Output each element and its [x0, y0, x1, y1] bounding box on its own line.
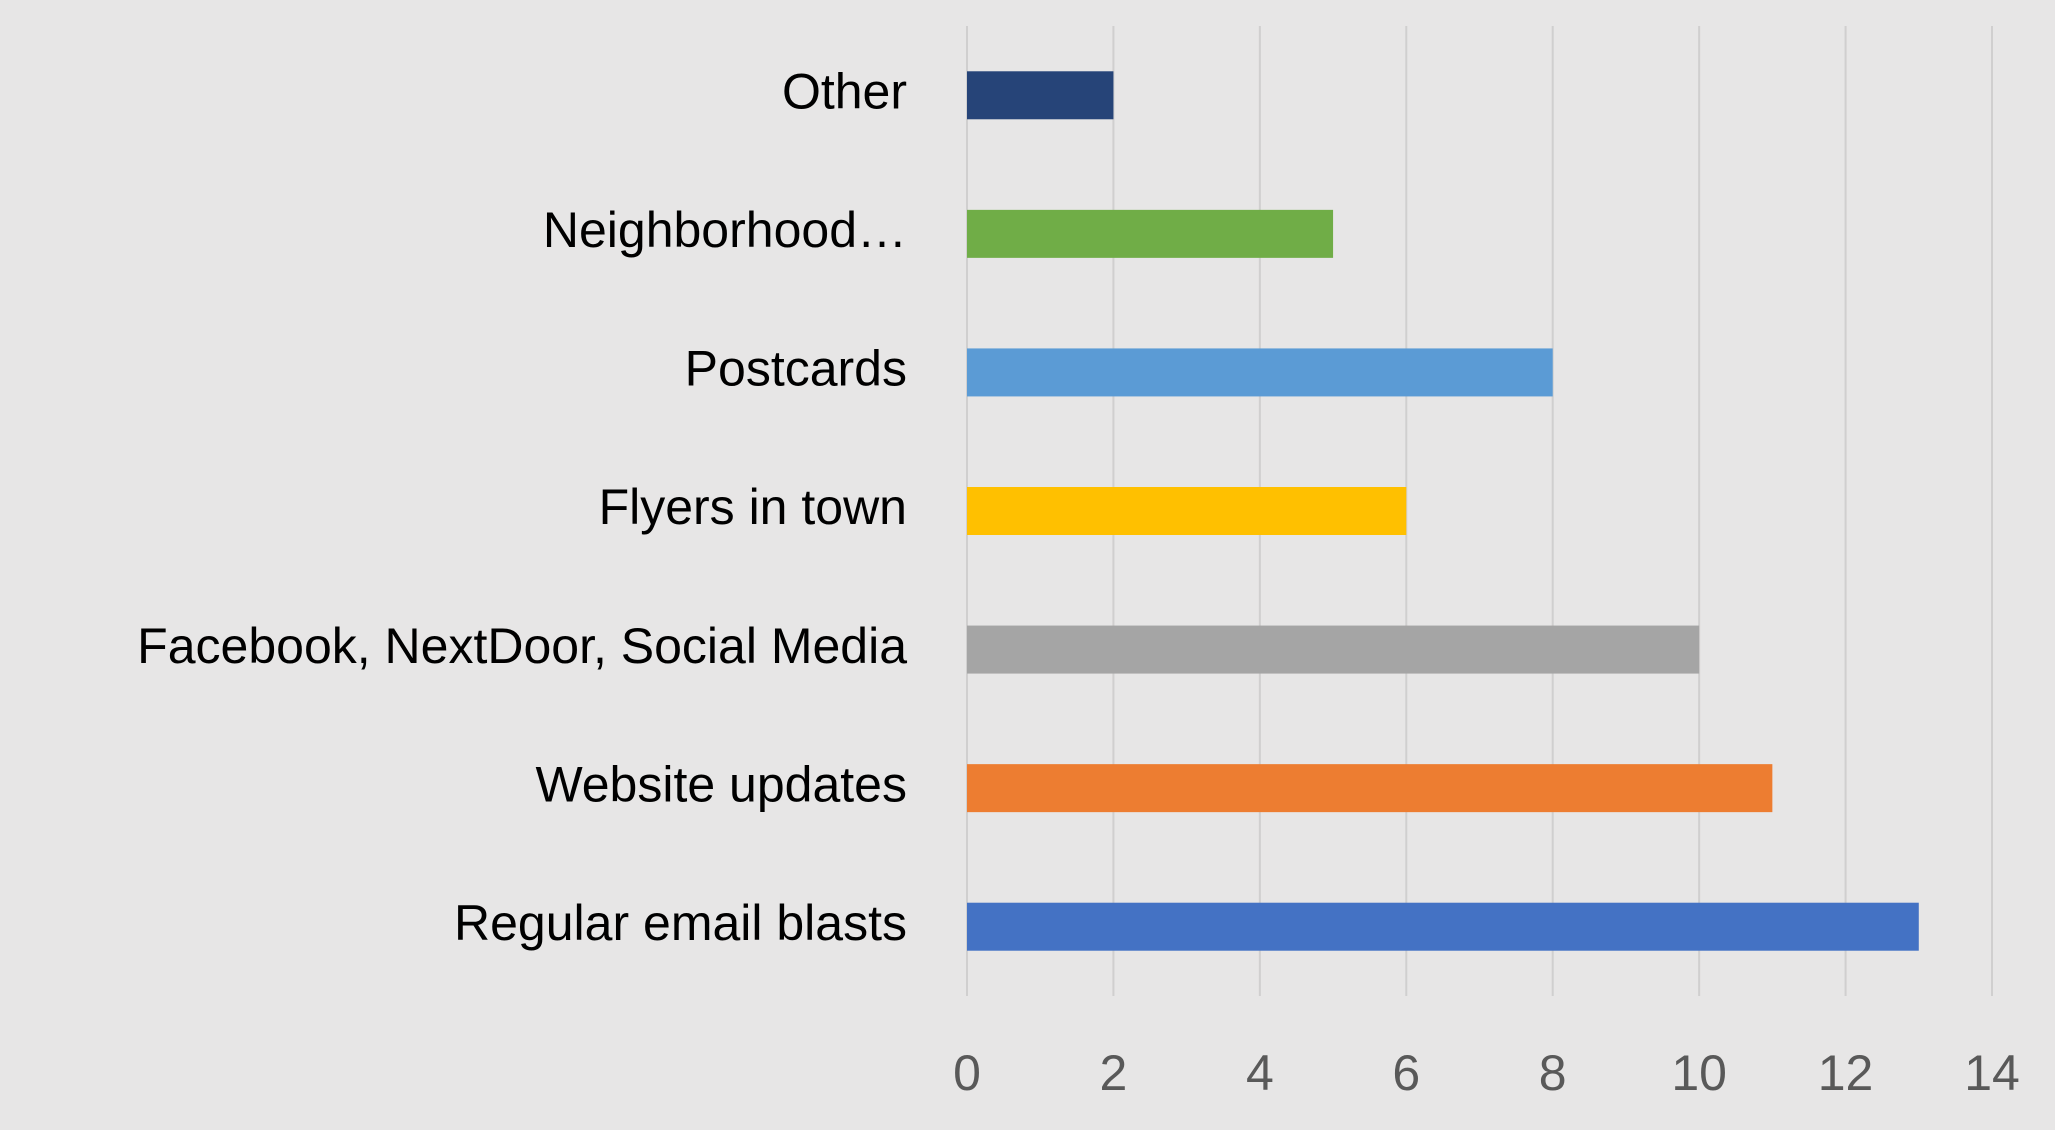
bar [967, 209, 1334, 258]
y-tick-label: Regular email blasts [454, 895, 907, 951]
y-tick-label: Facebook, NextDoor, Social Media [137, 618, 907, 674]
bar [967, 71, 1114, 120]
y-tick-label: Website updates [535, 756, 907, 812]
bar [967, 764, 1773, 813]
x-tick-label: 4 [1246, 1045, 1274, 1101]
x-tick-label: 12 [1818, 1045, 1874, 1101]
y-tick-label: Other [782, 63, 907, 119]
y-tick-label: Neighborhood… [543, 202, 907, 258]
x-tick-label: 10 [1671, 1045, 1727, 1101]
x-tick-label: 2 [1100, 1045, 1128, 1101]
bar [967, 487, 1407, 535]
x-tick-label: 8 [1539, 1045, 1567, 1101]
y-tick-label: Flyers in town [599, 479, 907, 535]
bar [967, 902, 1919, 951]
x-tick-label: 0 [953, 1045, 981, 1101]
bar [967, 348, 1553, 397]
y-tick-label: Postcards [685, 341, 907, 397]
x-tick-label: 6 [1392, 1045, 1420, 1101]
x-tick-label: 14 [1964, 1045, 2020, 1101]
bar [967, 625, 1700, 674]
